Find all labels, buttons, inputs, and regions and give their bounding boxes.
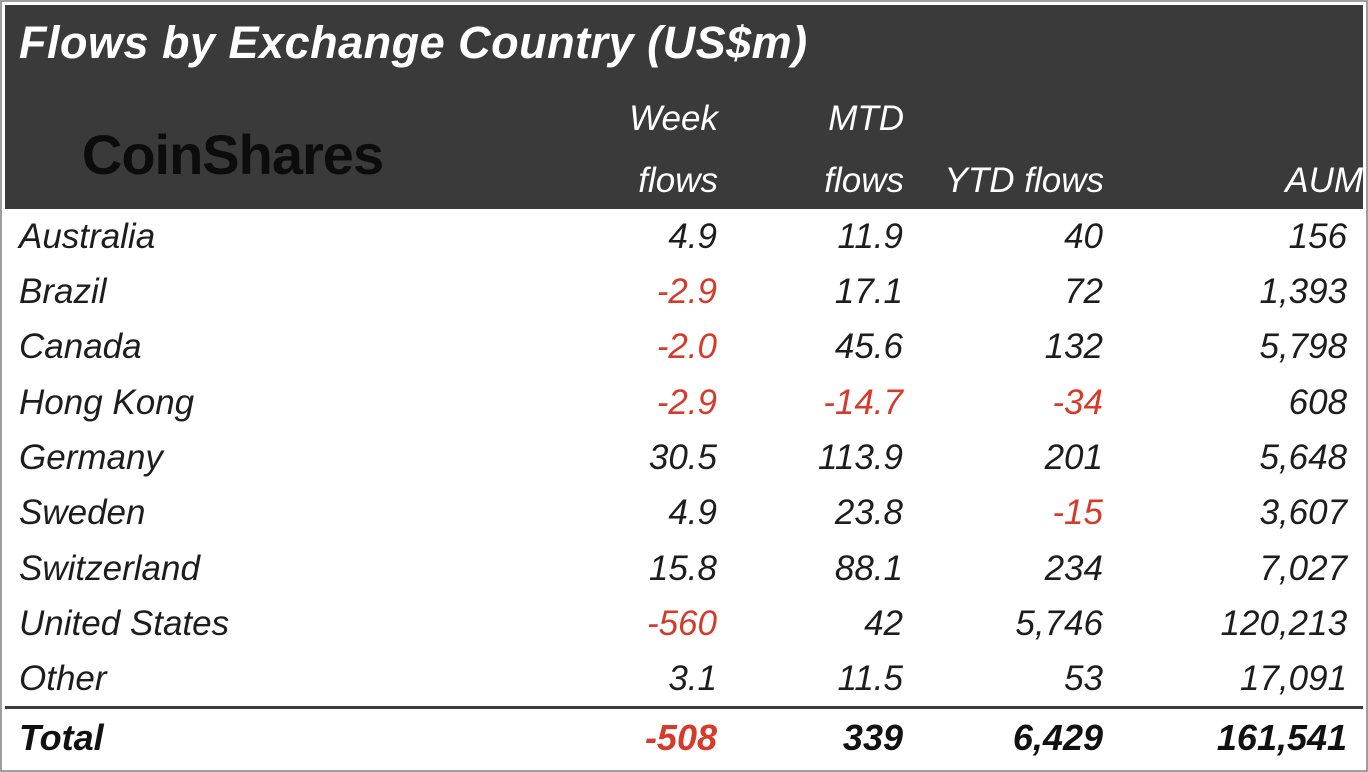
total-week-flows: -508 [460,705,718,767]
week-flows-cell: -560 [646,603,717,643]
column-header-row: CoinShares Week flows MTD flows [5,77,1364,209]
table-body: Australia 4.9 11.9 40 156 Brazil -2.9 17.1 72 1,3… [5,209,1363,707]
country-cell: Sweden [19,493,146,533]
aum-cell: 120,213 [1220,603,1348,643]
column-header-aum: AUM [1104,77,1364,209]
country-cell: Switzerland [19,548,200,588]
ytd-flows-cell: 40 [1064,216,1103,256]
column-header-mtd-flows: MTD flows [718,77,904,209]
country-cell: Brazil [19,271,107,311]
aum-cell: 5,648 [1259,437,1348,477]
total-aum: 161,541 [1104,705,1364,767]
logo-cell: CoinShares [5,77,460,209]
column-header-week-flows: Week flows [460,77,718,209]
table-row: Hong Kong -2.9 -14.7 -34 608 [5,375,1363,430]
table-row: Brazil -2.9 17.1 72 1,393 [5,264,1363,319]
country-cell: Germany [19,437,163,477]
aum-cell: 17,091 [1239,658,1348,698]
table-row: Germany 30.5 113.9 201 5,648 [5,430,1363,485]
mtd-flows-cell: 45.6 [834,327,903,367]
flows-table: Flows by Exchange Country (US$m) CoinSha… [5,5,1364,767]
total-mtd-flows: 339 [718,705,904,767]
week-flows-cell: -2.9 [656,271,717,311]
ytd-flows-cell: 234 [1044,548,1103,588]
week-flows-cell: 30.5 [648,437,717,477]
table-row: United States -560 42 5,746 120,213 [5,596,1363,651]
aum-cell: 156 [1288,216,1348,256]
ytd-flows-cell: 72 [1064,271,1103,311]
week-flows-cell: 3.1 [668,658,717,698]
coinshares-logo: CoinShares [81,123,384,186]
mtd-flows-cell: 88.1 [834,548,903,588]
week-flows-cell: -2.9 [656,382,717,422]
week-flows-cell: 15.8 [648,548,717,588]
ytd-flows-cell: 53 [1064,658,1103,698]
mtd-flows-cell: 113.9 [818,437,903,477]
country-cell: United States [19,603,230,643]
aum-cell: 3,607 [1259,493,1348,533]
week-flows-cell: 4.9 [668,493,717,533]
table-row: Switzerland 15.8 88.1 234 7,027 [5,541,1363,596]
table-row: Canada -2.0 45.6 132 5,798 [5,320,1363,375]
country-cell: Other [19,658,107,698]
mtd-flows-cell: 17.1 [834,271,903,311]
week-flows-cell: 4.9 [668,216,717,256]
country-cell: Hong Kong [19,382,195,422]
mtd-flows-cell: 42 [864,603,903,643]
mtd-flows-cell: 11.5 [837,658,903,698]
ytd-flows-cell: 5,746 [1015,603,1103,643]
aum-cell: 1,393 [1259,271,1348,311]
total-ytd-flows: 6,429 [904,705,1104,767]
ytd-flows-cell: -34 [1052,382,1103,422]
title-row: Flows by Exchange Country (US$m) [5,5,1364,77]
aum-cell: 5,798 [1259,327,1348,367]
country-cell: Canada [19,327,142,367]
ytd-flows-cell: -15 [1052,493,1103,533]
total-row: Total -508 339 6,429 161,541 [5,705,1364,767]
page-title: Flows by Exchange Country (US$m) [5,5,1364,77]
table-row: Other 3.1 11.5 53 17,091 [5,652,1363,707]
table-row: Australia 4.9 11.9 40 156 [5,209,1363,264]
total-label: Total [5,705,460,767]
country-cell: Australia [19,216,156,256]
aum-cell: 7,027 [1259,548,1348,588]
ytd-flows-cell: 132 [1044,327,1103,367]
column-header-ytd-flows: YTD flows [904,77,1104,209]
table-row: Sweden 4.9 23.8 -15 3,607 [5,486,1363,541]
mtd-flows-cell: 23.8 [834,493,903,533]
mtd-flows-cell: 11.9 [837,216,903,256]
mtd-flows-cell: -14.7 [823,382,903,422]
ytd-flows-cell: 201 [1044,437,1103,477]
aum-cell: 608 [1288,382,1348,422]
week-flows-cell: -2.0 [656,327,717,367]
